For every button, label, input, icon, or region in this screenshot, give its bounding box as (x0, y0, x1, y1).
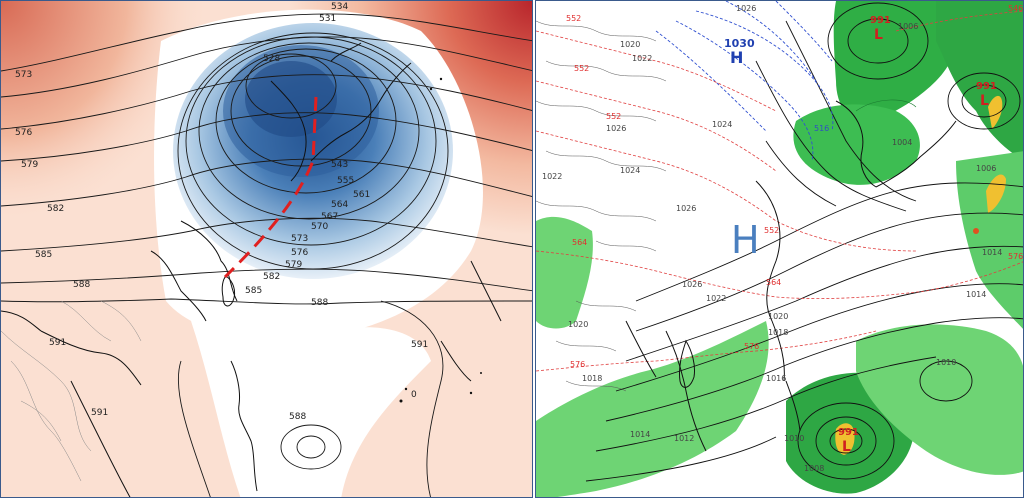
isobar-label: 1014 (966, 290, 986, 299)
thickness-label: 564 (572, 238, 587, 247)
isobar-label: 1024 (712, 120, 732, 129)
right-map-panel: H 1030 H 991 L 991 L 991 L 1026 1020 1022 1024 10… (535, 0, 1024, 498)
height-contours (1, 13, 532, 497)
height-contour-label: 573 (291, 234, 308, 244)
terrain-contours (536, 20, 667, 392)
isobar-label: 1026 (682, 280, 702, 289)
height-contour-label: 585 (245, 286, 262, 296)
isobar-label: 1022 (706, 294, 726, 303)
low-pressure-value: 991 (976, 81, 997, 92)
high-pressure-center-label: H (731, 218, 760, 262)
left-contour-labels: 5315345285735765795825855885915915435555… (15, 2, 428, 422)
height-contour-label: 531 (319, 14, 336, 24)
high-1030-letter: H (730, 48, 743, 67)
height-contour-label: 585 (35, 250, 52, 260)
height-contour-label: 591 (411, 340, 428, 350)
left-500hpa-map: 5315345285735765795825855885915915435555… (1, 1, 532, 497)
height-contour-label: 588 (73, 280, 90, 290)
isobar-label: 1026 (606, 124, 626, 133)
height-contour-label: 588 (311, 298, 328, 308)
isobar-label: 1010 (784, 434, 804, 443)
isobar-label: 1006 (976, 164, 996, 173)
blue-dashed-contours (655, 1, 834, 162)
height-contour-label: 534 (331, 2, 348, 12)
thickness-label: 576 (570, 360, 585, 369)
isobar-label: 1018 (768, 328, 788, 337)
height-contour-label: 579 (21, 160, 38, 170)
height-contour-label: 561 (353, 190, 370, 200)
isobar-label: 1006 (898, 22, 918, 31)
thickness-label: 552 (574, 64, 589, 73)
isobar-label: 1022 (542, 172, 562, 181)
isobar-label: 1020 (620, 40, 640, 49)
thickness-label: 552 (566, 14, 581, 23)
isobar-label: 1026 (736, 4, 756, 13)
left-map-panel: 531 534 528 573 576 579 582 585 588 591 591 543 555 5… (0, 0, 533, 498)
red-dashed-contours (536, 10, 1023, 372)
isobar-label: 1018 (582, 374, 602, 383)
thickness-label: 552 (764, 226, 779, 235)
height-contour-label: 582 (47, 204, 64, 214)
height-contour-label: 0 (411, 390, 417, 400)
thickness-label: 552 (606, 112, 621, 121)
isobar-label: 1026 (676, 204, 696, 213)
low-pressure-value: 991 (870, 15, 891, 26)
height-contour-label: 543 (331, 160, 348, 170)
isobar-label: 1014 (982, 248, 1002, 257)
thickness-label: 564 (766, 278, 781, 287)
thickness-labels: 552 552 552 564 552 564 576 576 576 546 (566, 4, 1023, 369)
thickness-label: 576 (1008, 252, 1023, 261)
isobar-label: 1022 (632, 54, 652, 63)
height-contour-label: 582 (263, 272, 280, 282)
isobar-label: 1024 (620, 166, 640, 175)
height-contour-label: 576 (291, 248, 308, 258)
isobars (585, 2, 1023, 482)
isobar-label: 1008 (804, 464, 824, 473)
precipitation-areas (536, 1, 1023, 497)
coastlines (1, 42, 502, 497)
isobar-label: 1012 (674, 434, 694, 443)
blue-labels: 516 (814, 124, 829, 133)
low-pressure-letter: L (980, 93, 989, 109)
low-pressure-value: 991 (838, 427, 859, 438)
high-1030-value: 1030 (724, 37, 755, 50)
height-contour-label: 567 (321, 212, 338, 222)
low-pressure-letter: L (874, 27, 883, 43)
borders (1, 300, 142, 482)
height-contour-label: 570 (311, 222, 328, 232)
height-contour-label: 591 (91, 408, 108, 418)
isobar-label: 1020 (768, 312, 788, 321)
height-contour-label: 591 (49, 338, 66, 348)
height-contour-label: 564 (331, 200, 348, 210)
height-contour-label: 555 (337, 176, 354, 186)
height-contour-label: 579 (285, 260, 302, 270)
coastlines-right (625, 100, 957, 452)
pressure-labels: 1026 1020 1022 1024 1026 1022 1024 1026 1026 1022… (542, 4, 1002, 473)
blue-contour-label: 516 (814, 124, 829, 133)
height-contour-label: 528 (263, 54, 280, 64)
thickness-label: 576 (744, 342, 759, 351)
islands (399, 77, 482, 403)
isobar-label: 1016 (766, 374, 786, 383)
isobar-label: 1020 (568, 320, 588, 329)
isobar-label: 1010 (936, 358, 956, 367)
height-contour-label: 588 (289, 412, 306, 422)
thickness-label: 546 (1008, 4, 1023, 13)
isobar-label: 1014 (630, 430, 650, 439)
isobar-label: 1004 (892, 138, 912, 147)
height-contour-label: 573 (15, 70, 32, 80)
low-pressure-letter: L (842, 439, 851, 455)
height-contour-label: 576 (15, 128, 32, 138)
